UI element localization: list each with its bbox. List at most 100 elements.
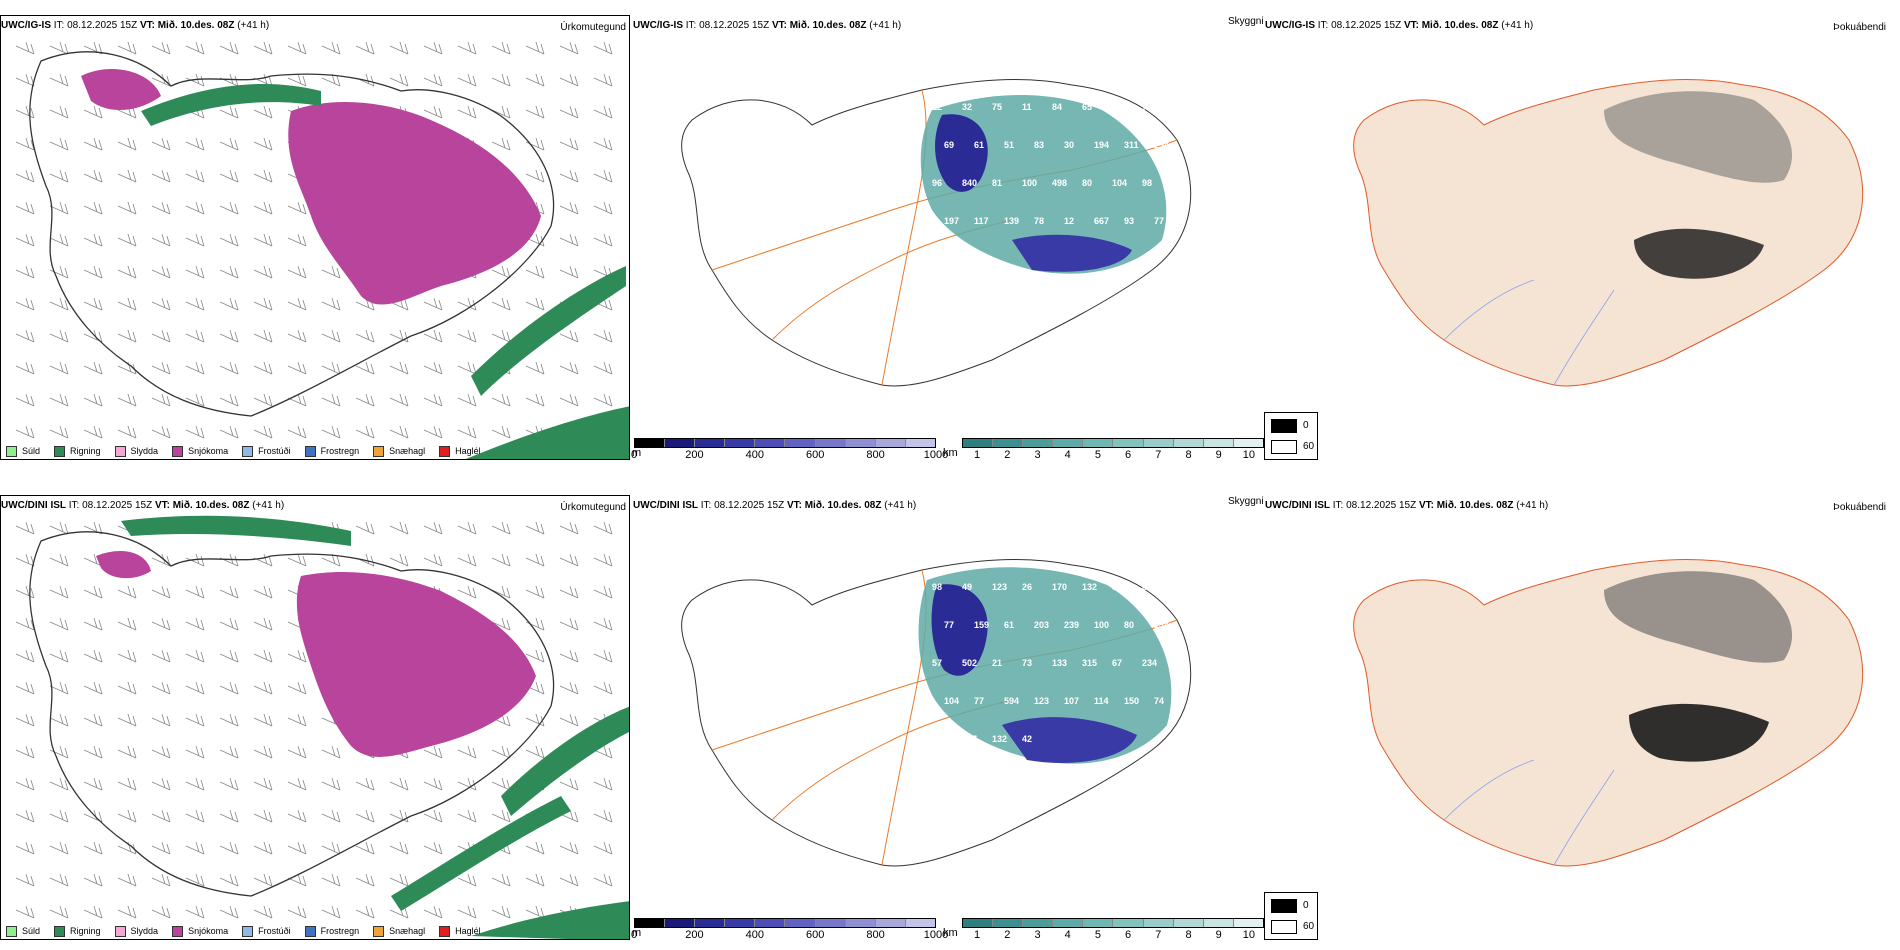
colorbar-tick-label: 3 — [1034, 929, 1041, 941]
wind-barb — [389, 41, 409, 55]
visibility-value-label: 65 — [1082, 102, 1092, 112]
wind-barb — [49, 553, 69, 567]
wind-barb — [253, 617, 273, 631]
wind-barb — [15, 841, 35, 855]
wind-barb — [593, 169, 613, 183]
lead-time: (+41 h) — [1498, 20, 1534, 31]
visibility-value-label: 197 — [944, 216, 959, 226]
wind-barb — [219, 841, 239, 855]
snow-region-north — [96, 551, 151, 579]
visibility-value-label: 11 — [1022, 102, 1032, 112]
wind-barb — [117, 329, 137, 343]
wind-barb — [185, 329, 205, 343]
wind-barb — [491, 585, 511, 599]
wind-barb — [593, 649, 613, 663]
rain-corner — [471, 901, 629, 939]
wind-barb — [287, 73, 307, 87]
precip-map-frame — [0, 495, 630, 940]
visibility-value-label: 104 — [1112, 178, 1127, 188]
wind-barb — [253, 41, 273, 55]
river-network — [1443, 759, 1615, 866]
wind-barb — [423, 553, 443, 567]
wind-barb — [49, 777, 69, 791]
wind-barb — [321, 425, 341, 439]
wind-barb — [491, 73, 511, 87]
wind-barb — [525, 553, 545, 567]
colorbar-ticks: 0 200 400 600 800 1000 — [631, 928, 948, 942]
colorbar-cell — [785, 919, 816, 927]
wind-barb — [287, 425, 307, 439]
visibility-value-label: 42 — [1022, 734, 1032, 744]
precip-legend-swatch — [54, 925, 66, 937]
precip-legend-item: Slydda — [114, 445, 158, 457]
precip-legend-swatch — [242, 925, 254, 937]
colorbar-cell — [1113, 439, 1144, 447]
wind-barb — [559, 169, 579, 183]
wind-barb — [491, 393, 511, 407]
visibility-value-label: 81 — [1142, 582, 1152, 592]
wind-barb — [83, 361, 103, 375]
wind-barb — [593, 41, 613, 55]
wind-barb — [287, 873, 307, 887]
wind-barb — [185, 777, 205, 791]
row-dini-isl: UWC/DINI ISL IT: 08.12.2025 15Z VT: Mið.… — [0, 480, 1900, 950]
wind-barb — [15, 681, 35, 695]
wind-barb — [525, 361, 545, 375]
wind-barb — [423, 361, 443, 375]
wind-barb — [83, 905, 103, 919]
wind-barb — [185, 297, 205, 311]
colorbar-cell — [1143, 439, 1174, 447]
visibility-value-label: 77 — [1154, 216, 1164, 226]
wind-barb — [491, 329, 511, 343]
init-time: IT: 08.12.2025 15Z — [698, 500, 787, 511]
wind-barb — [185, 841, 205, 855]
visibility-value-label: 311 — [1124, 140, 1139, 150]
wind-barb — [593, 681, 613, 695]
wind-barb — [491, 553, 511, 567]
fog-legend-label-1: 60 — [1303, 441, 1315, 452]
wind-barb — [151, 553, 171, 567]
wind-barb — [287, 297, 307, 311]
wind-barb — [253, 713, 273, 727]
wind-barb — [593, 521, 613, 535]
wind-barb — [15, 777, 35, 791]
colorbar-cell — [905, 919, 935, 927]
visibility-value-label: 123 — [992, 582, 1007, 592]
visibility-value-label: 80 — [1124, 620, 1134, 630]
wind-barb — [593, 105, 613, 119]
wind-barb — [185, 233, 205, 247]
wind-barb — [219, 297, 239, 311]
precip-legend-swatch — [304, 925, 316, 937]
wind-barb — [117, 777, 137, 791]
wind-barb — [287, 553, 307, 567]
wind-barb — [185, 809, 205, 823]
visibility-panel: 98 49 123 26 170 132 32 81 77 159 61 203 239 100 80 134… — [631, 480, 1264, 950]
visibility-value-label: 98 — [932, 582, 942, 592]
wind-barb — [525, 393, 545, 407]
wind-barb — [151, 361, 171, 375]
visibility-value-label: 83 — [1034, 140, 1044, 150]
colorbar-cell — [1173, 439, 1204, 447]
wind-barb — [423, 905, 443, 919]
wind-barb — [389, 73, 409, 87]
wind-barb — [219, 713, 239, 727]
colorbar-tick-label: 1 — [974, 449, 981, 461]
wind-barb — [287, 201, 307, 215]
wind-barb — [151, 681, 171, 695]
colorbar-cell — [815, 919, 846, 927]
wind-barb — [49, 137, 69, 151]
wind-barb — [525, 745, 545, 759]
wind-barb — [389, 425, 409, 439]
wind-barb — [15, 713, 35, 727]
wind-barb — [389, 329, 409, 343]
model-name: UWC/IG-IS — [633, 20, 683, 31]
colorbar-tick-label: 800 — [866, 929, 885, 941]
colorbar-ticks: 1 2 3 4 5 6 7 8 9 10 — [962, 928, 1264, 942]
visibility-value-label: 77 — [974, 696, 984, 706]
wind-barb — [253, 265, 273, 279]
precip-legend-label: Haglél — [455, 446, 481, 456]
wind-barb — [559, 713, 579, 727]
wind-barb — [593, 361, 613, 375]
wind-barb — [151, 233, 171, 247]
wind-barb — [593, 73, 613, 87]
